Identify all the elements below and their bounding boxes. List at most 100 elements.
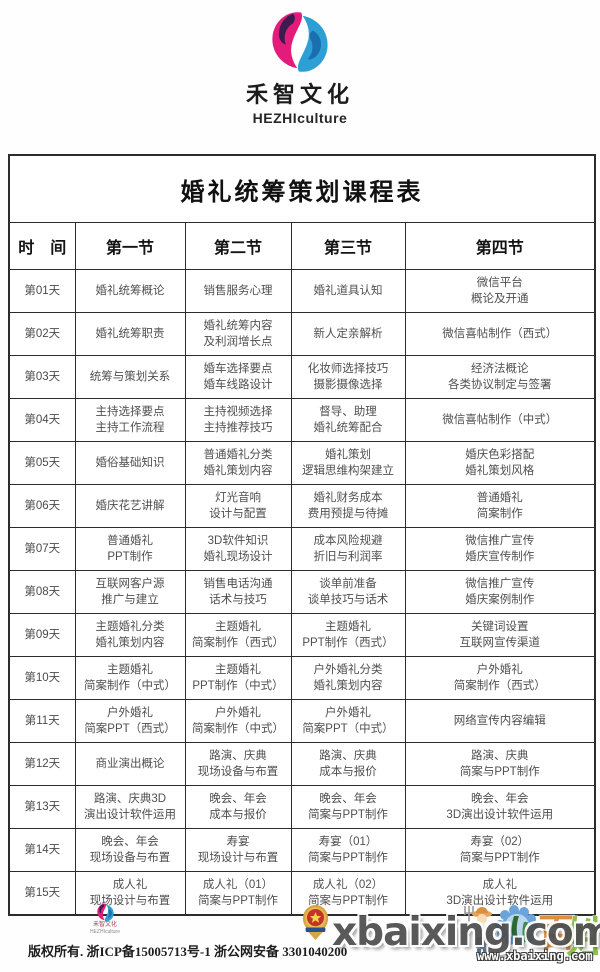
course-cell: 成人礼 3D演出设计软件运用	[404, 871, 596, 916]
mascot-glyph-bai: 百	[538, 913, 576, 955]
course-cell: 微信喜帖制作（西式）	[404, 312, 596, 356]
course-cell: 婚礼策划 逻辑思维构架建立	[290, 441, 406, 485]
course-cell: 3D软件知识 婚礼现场设计	[184, 527, 292, 571]
course-cell: 主题婚礼 PPT制作（中式）	[184, 656, 292, 700]
pitchfork-icon	[464, 906, 474, 936]
day-cell: 第15天	[8, 871, 76, 916]
col-header-session3: 第三节	[290, 222, 406, 270]
day-cell: 第04天	[8, 398, 76, 442]
course-cell: 户外婚礼 简案制作（西式）	[404, 656, 596, 700]
brand-name-en: HEZHIculture	[252, 110, 348, 126]
table-row: 第14天 晚会、年会 现场设备与布置 寿宴 现场设计与布置 寿宴（01） 简案与PPT…	[8, 828, 596, 872]
day-cell: 第10天	[8, 656, 76, 700]
day-cell: 第06天	[8, 484, 76, 528]
course-cell: 婚礼统筹概论	[74, 269, 186, 313]
day-cell: 第01天	[8, 269, 76, 313]
col-header-time: 时 间	[8, 222, 76, 270]
day-cell: 第14天	[8, 828, 76, 872]
course-cell: 督导、助理 婚礼统筹配合	[290, 398, 406, 442]
brand-name-cn: 禾智文化	[245, 82, 354, 107]
farmer-mascot-icon	[472, 907, 492, 955]
course-cell: 婚庆花艺讲解	[74, 484, 186, 528]
col-header-session2: 第二节	[184, 222, 292, 270]
day-cell: 第09天	[8, 613, 76, 657]
course-table-body: 第01天 婚礼统筹概论 销售服务心理 婚礼道具认知 微信平台 概论及开通 第02天 婚礼统筹…	[8, 269, 596, 916]
course-cell: 婚礼道具认知	[290, 269, 406, 313]
rosette-icon	[495, 905, 538, 946]
day-cell: 第08天	[8, 570, 76, 614]
course-cell: 婚庆色彩搭配 婚礼策划风格	[404, 441, 596, 485]
course-cell: 路演、庆典 简案与PPT制作	[404, 742, 596, 786]
table-row: 第02天 婚礼统筹职责 婚礼统筹内容 及利润增长点 新人定亲解析 微信喜帖制作（西式）	[8, 312, 596, 356]
course-cell: 谈单前准备 谈单技巧与话术	[290, 570, 406, 614]
course-table: 婚礼统筹策划课程表 时 间 第一节 第二节 第三节 第四节 第01天 婚礼统筹概论…	[8, 154, 597, 916]
day-cell: 第12天	[8, 742, 76, 786]
footer-brand-en: HEZHIculture	[89, 929, 120, 935]
table-row: 第08天 互联网客户源 推广与建立 销售电话沟通 话术与技巧 谈单前准备 谈单技巧与话…	[8, 570, 596, 614]
table-row: 第05天 婚俗基础知识 普通婚礼分类 婚礼策划内容 婚礼策划 逻辑思维构架建立 婚庆色彩…	[8, 441, 596, 485]
watermark-text: xbaixing.com	[332, 910, 600, 955]
course-cell: 商业演出概论	[74, 742, 186, 786]
security-record-text: 浙公网安备 3301040200	[214, 944, 348, 959]
footer: 禾智文化 HEZHIculture 版权所有. 浙ICP备15005713号-1…	[0, 900, 600, 972]
watermark-url-text: www.xbaixing.com	[477, 949, 593, 963]
course-cell: 晚会、年会 成本与报价	[184, 785, 292, 829]
course-cell: 路演、庆典3D 演出设计软件运用	[74, 785, 186, 829]
table-row: 第01天 婚礼统筹概论 销售服务心理 婚礼道具认知 微信平台 概论及开通	[8, 269, 596, 313]
table-row: 第11天 户外婚礼 简案PPT（西式） 户外婚礼 简案制作（中式） 户外婚礼 简案PP…	[8, 699, 596, 743]
baixing-mascot-graphic: 百 姓	[464, 905, 598, 963]
course-cell: 婚礼统筹职责	[74, 312, 186, 356]
course-cell: 销售服务心理	[184, 269, 292, 313]
footer-brand-cn: 禾智文化	[92, 922, 117, 928]
day-cell: 第02天	[8, 312, 76, 356]
day-cell: 第05天	[8, 441, 76, 485]
course-cell: 婚礼财务成本 费用预提与待摊	[290, 484, 406, 528]
course-cell: 成人礼 现场设计与布置	[74, 871, 186, 916]
course-cell: 成本风险规避 折旧与利润率	[290, 527, 406, 571]
course-cell: 婚车选择要点 婚车线路设计	[184, 355, 292, 399]
table-row: 第07天 普通婚礼 PPT制作 3D软件知识 婚礼现场设计 成本风险规避 折旧与利润率…	[8, 527, 596, 571]
course-cell: 灯光音响 设计与配置	[184, 484, 292, 528]
course-cell: 主题婚礼 PPT制作（西式）	[290, 613, 406, 657]
course-cell: 寿宴（02） 简案与PPT制作	[404, 828, 596, 872]
copyright-text: 版权所有. 浙ICP备15005713号-1	[28, 944, 211, 959]
table-title: 婚礼统筹策划课程表	[8, 154, 596, 223]
course-cell: 微信推广宣传 婚庆宣传制作	[404, 527, 596, 571]
table-header-row: 时 间 第一节 第二节 第三节 第四节	[8, 222, 596, 270]
footer-logo: 禾智文化 HEZHIculture	[84, 903, 126, 935]
table-row: 第12天 商业演出概论 路演、庆典 现场设备与布置 路演、庆典 成本与报价 路演、庆典 …	[8, 742, 596, 786]
course-cell: 主持选择要点 主持工作流程	[74, 398, 186, 442]
course-cell: 统筹与策划关系	[74, 355, 186, 399]
course-cell: 婚礼统筹内容 及利润增长点	[184, 312, 292, 356]
course-cell: 寿宴 现场设计与布置	[184, 828, 292, 872]
course-cell: 寿宴（01） 简案与PPT制作	[290, 828, 406, 872]
course-cell: 微信平台 概论及开通	[404, 269, 596, 313]
course-cell: 微信推广宣传 婚庆案例制作	[404, 570, 596, 614]
day-cell: 第13天	[8, 785, 76, 829]
table-row: 第06天 婚庆花艺讲解 灯光音响 设计与配置 婚礼财务成本 费用预提与待摊 普通婚礼 简…	[8, 484, 596, 528]
course-cell: 关键词设置 互联网宣传渠道	[404, 613, 596, 657]
col-header-session1: 第一节	[74, 222, 186, 270]
course-cell: 晚会、年会 简案与PPT制作	[290, 785, 406, 829]
mascot-glyph-xing: 姓	[566, 915, 598, 962]
course-cell: 主持视频选择 主持推荐技巧	[184, 398, 292, 442]
course-cell: 普通婚礼分类 婚礼策划内容	[184, 441, 292, 485]
course-cell: 路演、庆典 现场设备与布置	[184, 742, 292, 786]
day-cell: 第03天	[8, 355, 76, 399]
course-cell: 化妆师选择技巧 摄影摄像选择	[290, 355, 406, 399]
course-cell: 互联网客户源 推广与建立	[74, 570, 186, 614]
col-header-session4: 第四节	[404, 222, 596, 270]
day-cell: 第07天	[8, 527, 76, 571]
table-row: 第04天 主持选择要点 主持工作流程 主持视频选择 主持推荐技巧 督导、助理 婚礼统筹…	[8, 398, 596, 442]
course-cell: 经济法概论 各类协议制定与签署	[404, 355, 596, 399]
table-row: 第09天 主题婚礼分类 婚礼策划内容 主题婚礼 简案制作（西式） 主题婚礼 PPT制作…	[8, 613, 596, 657]
course-cell: 户外婚礼分类 婚礼策划内容	[290, 656, 406, 700]
hezhi-logo-small-icon	[96, 903, 115, 922]
course-cell: 户外婚礼 简案PPT（中式）	[290, 699, 406, 743]
course-cell: 主题婚礼 简案制作（中式）	[74, 656, 186, 700]
course-cell: 户外婚礼 简案制作（中式）	[184, 699, 292, 743]
course-cell: 主题婚礼分类 婚礼策划内容	[74, 613, 186, 657]
brand-header: 禾智文化 HEZHIculture	[0, 10, 600, 126]
course-cell: 销售电话沟通 话术与技巧	[184, 570, 292, 614]
